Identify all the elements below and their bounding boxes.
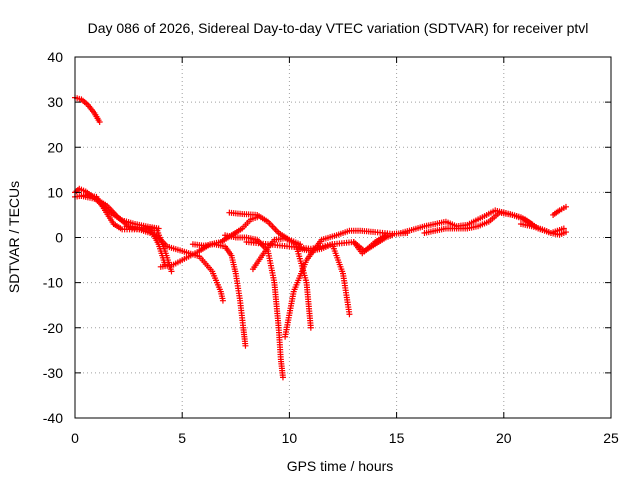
- y-tick-label: 40: [47, 49, 63, 65]
- y-tick-label: -40: [43, 410, 63, 426]
- data-point: [346, 311, 353, 318]
- x-tick-labels: 0 5 10 15 20 25: [71, 430, 619, 446]
- series-track-c: [72, 192, 175, 275]
- data-point: [96, 118, 103, 125]
- y-tick-label: 30: [47, 94, 63, 110]
- y-tick-label: -10: [43, 275, 63, 291]
- series-track-i: [222, 232, 286, 381]
- y-tick-label: -30: [43, 365, 63, 381]
- series-track-h: [226, 209, 304, 248]
- x-tick-label: 20: [496, 430, 512, 446]
- data-point: [389, 232, 396, 239]
- data-point: [562, 203, 569, 210]
- x-tick-label: 15: [389, 430, 405, 446]
- series-track-r: [550, 203, 569, 218]
- series-track-a: [72, 94, 103, 125]
- data-point: [279, 374, 286, 381]
- y-tick-label: -20: [43, 320, 63, 336]
- y-tick-label: 0: [55, 230, 63, 246]
- data-point: [307, 324, 314, 331]
- data-point: [219, 297, 226, 304]
- series-track-g: [189, 241, 249, 349]
- x-tick-label: 0: [71, 430, 79, 446]
- y-tick-label: 20: [47, 139, 63, 155]
- series-track-q: [517, 220, 569, 238]
- data-points: [72, 94, 569, 381]
- chart-title: Day 086 of 2026, Sidereal Day-to-day VTE…: [88, 20, 589, 36]
- data-point: [168, 268, 175, 275]
- x-tick-label: 5: [178, 430, 186, 446]
- data-point: [242, 342, 249, 349]
- y-tick-label: 10: [47, 184, 63, 200]
- series-track-o: [397, 207, 535, 236]
- y-axis-label: SDTVAR / TECUs: [6, 181, 22, 293]
- axis-ticks: [74, 56, 612, 419]
- series-track-n: [350, 232, 396, 255]
- x-tick-label: 10: [282, 430, 298, 446]
- x-axis-label: GPS time / hours: [287, 458, 394, 474]
- x-tick-label: 25: [603, 430, 619, 446]
- data-point: [562, 229, 569, 236]
- y-tick-labels: -40 -30 -20 -10 0 10 20 30 40: [43, 49, 63, 426]
